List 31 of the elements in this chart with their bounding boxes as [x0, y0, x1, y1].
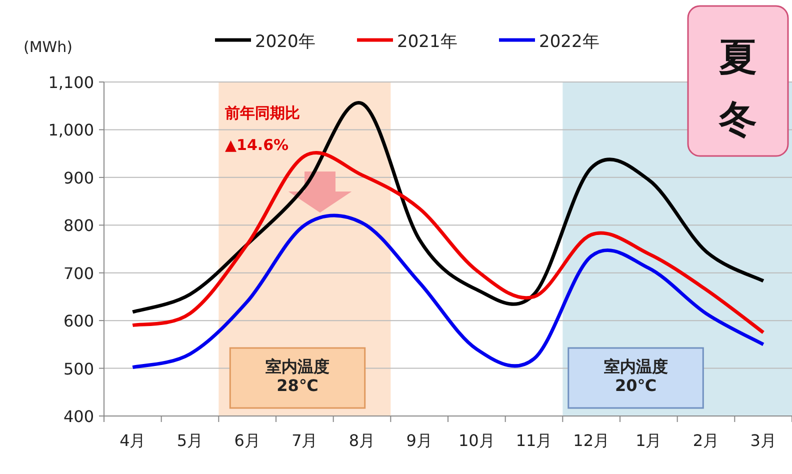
legend-label: 2020年: [255, 32, 316, 52]
band-label: 室内温度 28℃: [266, 357, 330, 396]
x-tick-label: 2月: [692, 431, 720, 450]
x-tick-label: 5月: [176, 431, 204, 450]
y-tick-label: 500: [63, 359, 94, 378]
x-tick-label: 1月: [636, 431, 662, 450]
x-tick-label: 8月: [348, 431, 376, 450]
y-tick-label: 600: [63, 312, 94, 331]
y-tick-label: 700: [63, 264, 94, 283]
x-tick-label: 4月: [120, 431, 146, 450]
x-tick-label: 12月: [573, 431, 610, 450]
legend-label: 2021年: [397, 32, 458, 52]
x-tick-label: 11月: [516, 431, 552, 450]
y-tick-label: 1,100: [48, 73, 94, 92]
annotation: 冬: [718, 97, 757, 141]
legend-label: 2022年: [539, 32, 600, 52]
y-tick-label: 400: [63, 407, 94, 426]
annotation: 前年同期比: [224, 104, 300, 122]
x-tick-label: 9月: [406, 431, 432, 450]
annotation: ▲14.6%: [225, 136, 289, 154]
band-label: 室内温度 20℃: [604, 357, 668, 396]
text: 夏: [719, 35, 757, 79]
x-tick-label: 6月: [234, 431, 260, 450]
x-tick-label: 7月: [292, 431, 318, 450]
x-tick-label: 10月: [458, 431, 495, 450]
x-tick-label: 3月: [750, 431, 776, 450]
y-tick-label: 1,000: [48, 120, 94, 140]
line-series: [130, 101, 766, 314]
y-axis-title: (MWh): [24, 38, 72, 56]
y-tick-label: 900: [63, 168, 94, 188]
y-tick-label: 800: [63, 216, 94, 236]
